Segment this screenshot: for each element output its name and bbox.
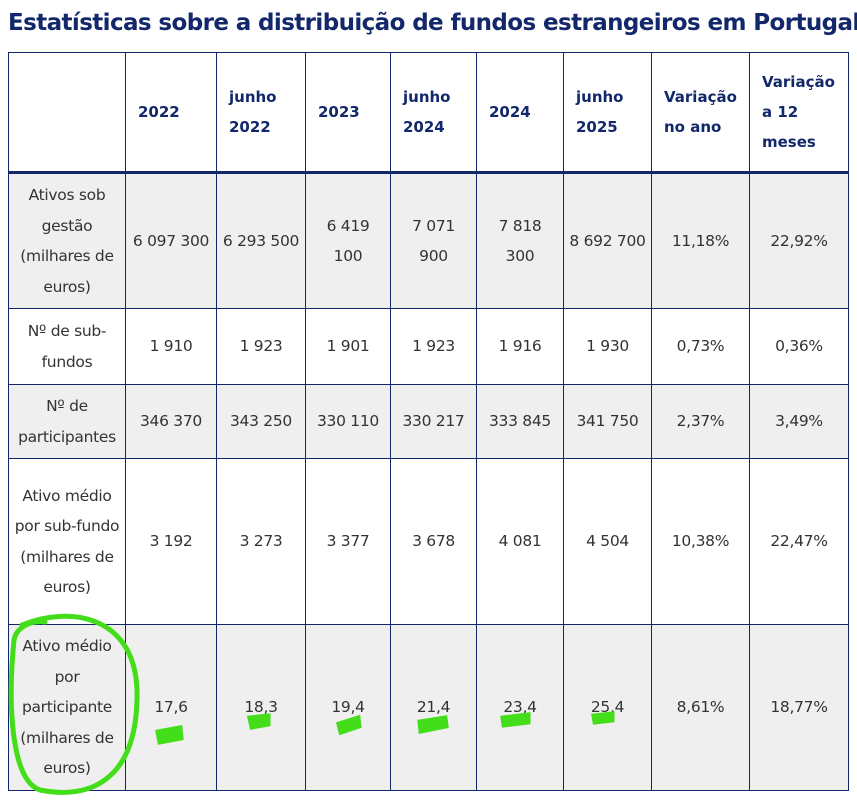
- table-cell: 11,18%: [651, 172, 750, 309]
- header-cell: 2022: [125, 52, 217, 173]
- header-cell: Variação a 12 meses: [749, 52, 849, 173]
- table-cell: 18,3: [216, 624, 306, 791]
- table-cell: 7 818 300: [476, 172, 564, 309]
- table-cell: 3 192: [125, 458, 217, 625]
- header-cell: junho 2025: [563, 52, 652, 173]
- stats-table: 2022 junho 2022 2023 junho 2024 2024 junho 20…: [8, 52, 849, 791]
- table-cell: 22,92%: [749, 172, 849, 309]
- table-cell: 23,4: [476, 624, 564, 791]
- table-row: Ativo médio por sub-fundo (milhares de e…: [8, 458, 849, 625]
- table-cell: 6 097 300: [125, 172, 217, 309]
- table-row: Nº de sub-fundos 1 910 1 923 1 901 1 923 1 91…: [8, 308, 849, 385]
- table-cell: 3,49%: [749, 384, 849, 459]
- table-cell: 3 678: [390, 458, 477, 625]
- title: Estatísticas sobre a distribuição de fun…: [8, 10, 857, 36]
- table-cell: 0,36%: [749, 308, 849, 385]
- table-cell: 333 845: [476, 384, 564, 459]
- table-cell: 2,37%: [651, 384, 750, 459]
- header-cell: 2023: [305, 52, 391, 173]
- table-body: Ativos sob gestão (milhares de euros) 6 0…: [8, 172, 849, 791]
- table-cell: 1 930: [563, 308, 652, 385]
- table-cell: 341 750: [563, 384, 652, 459]
- table-cell: 10,38%: [651, 458, 750, 625]
- header-row: 2022 junho 2022 2023 junho 2024 2024 junho 20…: [8, 52, 849, 173]
- table-cell: 0,73%: [651, 308, 750, 385]
- table-row: Ativo médio por participante (milhares d…: [8, 624, 849, 791]
- table-cell: 25,4: [563, 624, 652, 791]
- table-cell: 3 377: [305, 458, 391, 625]
- header-cell: [8, 52, 126, 173]
- table-cell: 330 110: [305, 384, 391, 459]
- table-cell: 6 419 100: [305, 172, 391, 309]
- table-cell: 19,4: [305, 624, 391, 791]
- row-label: Ativos sob gestão (milhares de euros): [8, 172, 126, 309]
- table-cell: 8,61%: [651, 624, 750, 791]
- table-row: Ativos sob gestão (milhares de euros) 6 0…: [8, 172, 849, 309]
- table-cell: 1 910: [125, 308, 217, 385]
- table-cell: 1 901: [305, 308, 391, 385]
- header-cell: Variação no ano: [651, 52, 750, 173]
- table-cell: 346 370: [125, 384, 217, 459]
- row-label: Nº de participantes: [8, 384, 126, 459]
- table-cell: 21,4: [390, 624, 477, 791]
- table-cell: 17,6: [125, 624, 217, 791]
- table-cell: 330 217: [390, 384, 477, 459]
- table-cell: 6 293 500: [216, 172, 306, 309]
- table-cell: 343 250: [216, 384, 306, 459]
- table-cell: 1 923: [216, 308, 306, 385]
- table-cell: 1 916: [476, 308, 564, 385]
- table-cell: 22,47%: [749, 458, 849, 625]
- table-cell: 4 081: [476, 458, 564, 625]
- header-cell: junho 2022: [216, 52, 306, 173]
- table-cell: 4 504: [563, 458, 652, 625]
- header-cell: 2024: [476, 52, 564, 173]
- table-row: Nº de participantes 346 370 343 250 330 110…: [8, 384, 849, 459]
- table-cell: 18,77%: [749, 624, 849, 791]
- row-label: Ativo médio por sub-fundo (milhares de e…: [8, 458, 126, 625]
- row-label: Ativo médio por participante (milhares d…: [8, 624, 126, 791]
- table-cell: 3 273: [216, 458, 306, 625]
- table-cell: 1 923: [390, 308, 477, 385]
- header-cell: junho 2024: [390, 52, 477, 173]
- table-cell: 7 071 900: [390, 172, 477, 309]
- row-label: Nº de sub-fundos: [8, 308, 126, 385]
- table-cell: 8 692 700: [563, 172, 652, 309]
